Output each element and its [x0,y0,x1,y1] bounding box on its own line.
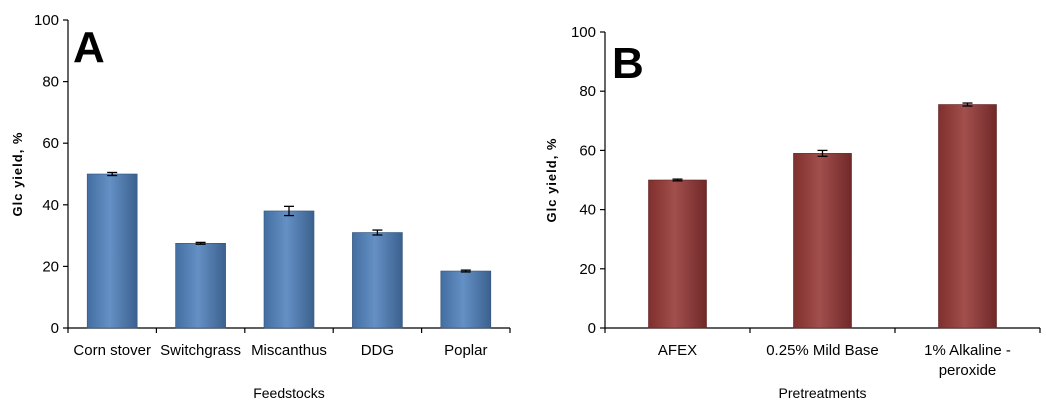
x-category-label-b: 1% Alkaline -peroxide [924,342,1011,379]
y-axis-title-b: Glc yield, % [544,138,559,223]
y-tick-label-b: 0 [588,320,596,337]
panel-a-chart: 0 20 40 60 80 100 Corn stover Switchgrass Miscan… [10,12,511,401]
x-category-label-a: Miscanthus [251,342,327,359]
bar-a-0 [86,173,138,329]
x-category-label-b: AFEX [658,342,697,359]
bar-b-1 [793,153,852,329]
y-tick-label-a: 60 [42,135,59,152]
y-tick-label-a: 100 [34,12,59,29]
y-tick-label-a: 80 [42,74,59,91]
bar-b-0 [648,179,707,329]
y-tick-label-a: 40 [42,197,59,214]
bar-a-3 [352,232,403,329]
panel-b-chart: 0 20 40 60 80 100 AFEX 0.25% Mild Base 1% Alkali… [544,24,1041,401]
y-tick-label-a: 0 [51,320,59,337]
y-axis-title-a: Glc yield, % [10,132,25,217]
x-category-label-b: 0.25% Mild Base [766,342,879,359]
x-category-label-a: Switchgrass [160,342,241,359]
x-category-label-a: Corn stover [73,342,151,359]
x-axis-title-b: Pretreatments [779,385,867,401]
panel-letter-a: A [73,23,105,72]
bar-a-1 [175,243,226,329]
bar-a-2 [263,210,315,329]
panel-letter-b: B [612,39,644,88]
x-category-label-a: DDG [361,342,394,359]
bar-b-2 [938,104,997,329]
y-tick-label-b: 100 [571,24,596,41]
y-tick-label-a: 20 [42,258,59,275]
y-tick-label-b: 20 [579,261,596,278]
x-axis-title-a: Feedstocks [253,385,325,401]
x-category-label-a: Poplar [444,342,487,359]
y-tick-label-b: 60 [579,142,596,159]
y-tick-label-b: 80 [579,83,596,100]
bar-a-4 [440,270,492,329]
y-tick-label-b: 40 [579,202,596,219]
